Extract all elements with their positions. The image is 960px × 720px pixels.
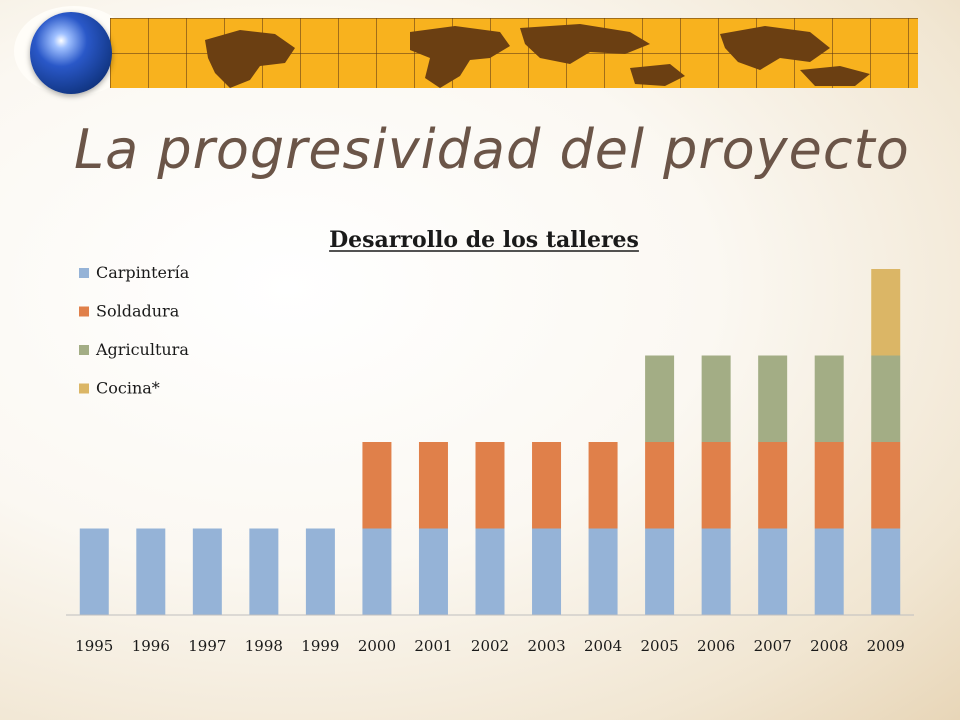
bar-2009-agricultura (871, 355, 901, 442)
x-tick-label: 2000 (358, 637, 396, 655)
bar-2007-carpintería (758, 528, 788, 615)
bar-1995-carpintería (79, 528, 109, 615)
map-landmass-americas (205, 30, 295, 88)
bar-2000-soldadura (362, 442, 392, 529)
legend-swatch (79, 268, 89, 278)
x-tick-label: 2002 (471, 637, 509, 655)
bar-2007-soldadura (758, 442, 788, 529)
x-tick-label: 2008 (810, 637, 848, 655)
page-title: La progresividad del proyecto (74, 118, 910, 181)
bar-2000-carpintería (362, 528, 392, 615)
map-landmass-east (720, 26, 830, 70)
bar-2004-carpintería (588, 528, 618, 615)
x-tick-label: 2004 (584, 637, 622, 655)
x-tick-label: 1997 (188, 637, 226, 655)
x-tick-label: 2003 (527, 637, 565, 655)
bar-2009-carpintería (871, 528, 901, 615)
legend-swatch (79, 383, 89, 394)
map-landmass-europe-africa (410, 26, 510, 88)
x-tick-label: 2005 (641, 637, 679, 655)
bar-2006-carpintería (701, 528, 731, 615)
bar-2001-carpintería (418, 528, 448, 615)
bar-1999-carpintería (305, 528, 335, 615)
x-tick-label: 1999 (301, 637, 339, 655)
bar-2004-soldadura (588, 442, 618, 529)
bar-2006-agricultura (701, 355, 731, 442)
world-map-shapes (205, 24, 870, 88)
x-tick-labels: 1995 1996 1997 1998 1999 2000 2001 2002 2003 2004… (75, 637, 905, 655)
bars-group (79, 269, 901, 615)
chart-title: Desarrollo de los talleres (329, 227, 639, 253)
bar-2001-soldadura (418, 442, 448, 529)
legend-label: Agricultura (95, 340, 189, 359)
legend: Carpintería Soldadura Agricultura Cocina* (79, 263, 190, 398)
bar-2009-soldadura (871, 442, 901, 529)
x-tick-label: 2006 (697, 637, 735, 655)
bar-2005-carpintería (645, 528, 675, 615)
x-tick-label: 1996 (132, 637, 170, 655)
x-tick-label: 2009 (867, 637, 905, 655)
bar-2007-agricultura (758, 355, 788, 442)
bar-2005-agricultura (645, 355, 675, 442)
bar-2009-cocina (871, 269, 901, 356)
x-tick-label: 1998 (245, 637, 283, 655)
globe-icon (30, 12, 112, 94)
bar-2002-soldadura (475, 442, 505, 529)
bar-2008-agricultura (814, 355, 844, 442)
bar-2008-soldadura (814, 442, 844, 529)
bar-2005-soldadura (645, 442, 675, 529)
bar-2003-soldadura (532, 442, 562, 529)
legend-swatch (79, 345, 89, 355)
bar-2002-carpintería (475, 528, 505, 615)
bar-2006-soldadura (701, 442, 731, 529)
bar-1997-carpintería (192, 528, 222, 615)
legend-label: Soldadura (96, 302, 180, 321)
bar-2008-carpintería (814, 528, 844, 615)
map-landmass-south (800, 66, 870, 86)
x-tick-label: 2001 (414, 637, 452, 655)
bar-1996-carpintería (136, 528, 166, 615)
world-map-banner (110, 18, 918, 88)
map-landmass-oceania (630, 64, 685, 86)
legend-swatch (79, 306, 89, 317)
map-landmass-asia (520, 24, 650, 64)
bar-2003-carpintería (532, 528, 562, 615)
legend-label: Carpintería (96, 263, 190, 282)
x-tick-label: 2007 (754, 637, 792, 655)
bar-1998-carpintería (249, 528, 279, 615)
x-tick-label: 1995 (75, 637, 113, 655)
legend-label: Cocina* (96, 379, 160, 398)
